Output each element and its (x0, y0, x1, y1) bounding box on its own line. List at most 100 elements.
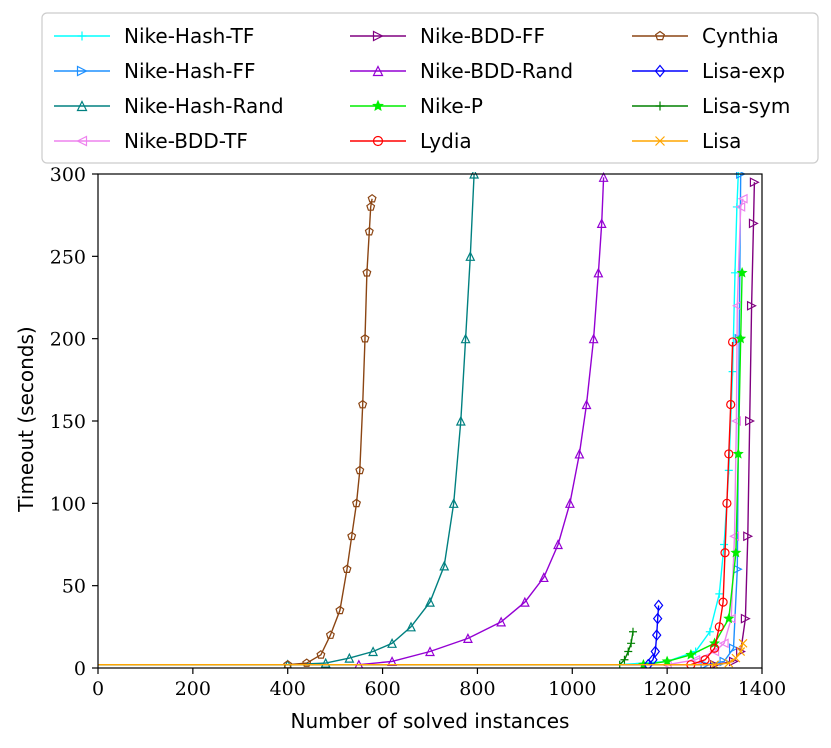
data-point-nike-hash-rand (465, 250, 476, 261)
y-axis-label: Timeout (seconds) (14, 326, 38, 512)
data-point-cynthia (325, 630, 335, 639)
data-point-nike-hash-rand (460, 333, 471, 344)
data-point-nike-hash-tf (730, 268, 739, 277)
data-point-lydia (718, 597, 728, 607)
data-point-nike-bdd-rand (387, 656, 398, 667)
data-point-nike-bdd-rand (581, 399, 592, 410)
data-point-nike-bdd-rand (598, 172, 609, 182)
data-point-lisa-exp (651, 629, 662, 642)
x-axis-label: Number of solved instances (291, 709, 570, 733)
axes-layer: 0 200 400 600 800 1000 1200 1400 0 50 100 150 200 250… (50, 164, 786, 700)
series-nike-bdd-rand (98, 172, 609, 668)
x-tick-label: 200 (175, 678, 211, 700)
data-point-cynthia (360, 333, 370, 343)
data-point-nike-bdd-rand (593, 267, 604, 278)
legend-marker-nike-hash-tf (77, 31, 87, 41)
data-point-cynthia (347, 531, 357, 541)
data-point-lisa (710, 660, 719, 668)
y-tick-label: 250 (50, 246, 86, 268)
data-point-nike-p (730, 546, 742, 558)
series-line-nike-hash-rand (98, 173, 475, 666)
data-point-nike-hash-rand (344, 652, 355, 663)
legend-entry-nike-p: Nike-P (350, 94, 483, 118)
data-point-nike-bdd-ff (749, 177, 760, 188)
data-point-nike-hash-rand (448, 497, 459, 508)
data-point-cynthia (335, 605, 345, 615)
series-nike-p (98, 267, 748, 668)
data-point-nike-bdd-tf (709, 646, 720, 657)
data-point-nike-bdd-tf (735, 201, 746, 212)
y-tick-label: 50 (62, 576, 86, 598)
data-point-lisa-exp (653, 599, 664, 612)
legend-entry-lisa-sym: Lisa-sym (632, 94, 790, 118)
data-point-nike-bdd-rand (553, 539, 564, 550)
series-lisa (98, 638, 748, 668)
x-tick-label: 600 (364, 678, 400, 700)
data-point-lisa (731, 653, 741, 663)
data-point-nike-bdd-rand (596, 218, 607, 228)
data-point-nike-bdd-rand (425, 646, 435, 657)
series-lydia (98, 337, 738, 668)
legend-entry-cynthia: Cynthia (632, 24, 779, 48)
data-point-cynthia (367, 193, 377, 203)
legend-label-nike-hash-ff: Nike-Hash-FF (124, 59, 256, 83)
data-point-cynthia (316, 650, 326, 659)
data-point-lydia (720, 548, 730, 558)
data-point-lisa (736, 647, 746, 656)
legend-label-lydia: Lydia (420, 129, 472, 153)
data-point-nike-hash-tf (705, 627, 714, 636)
data-point-cynthia (364, 226, 374, 236)
series-layer (98, 172, 760, 668)
data-point-lisa-sym (624, 647, 633, 656)
data-point-nike-bdd-rand (519, 596, 530, 607)
x-tick-label: 800 (459, 678, 495, 700)
data-point-lydia (714, 622, 724, 632)
data-point-nike-bdd-rand (574, 448, 585, 459)
legend-box (41, 12, 819, 164)
series-line-nike-bdd-rand (98, 177, 605, 666)
data-point-lydia (727, 337, 738, 347)
y-tick-label: 200 (50, 329, 86, 351)
series-line-nike-p (98, 272, 743, 666)
data-point-lydia (722, 498, 732, 508)
legend-label-cynthia: Cynthia (702, 24, 779, 48)
data-point-nike-bdd-rand (462, 633, 473, 643)
legend-marker-nike-bdd-ff (372, 30, 384, 42)
data-point-nike-bdd-tf (737, 193, 748, 204)
data-point-lisa-exp (652, 612, 663, 625)
data-point-lisa-sym (628, 627, 637, 636)
data-point-lisa (724, 658, 734, 668)
data-point-cynthia (352, 498, 362, 508)
legend-label-nike-bdd-rand: Nike-BDD-Rand (420, 59, 573, 83)
data-point-lisa (738, 638, 748, 648)
legend-marker-lisa (655, 136, 665, 146)
legend-label-nike-bdd-ff: Nike-BDD-FF (420, 24, 545, 48)
legend-marker-cynthia (654, 30, 666, 41)
legend-marker-nike-hash-rand (76, 100, 88, 112)
data-point-nike-bdd-rand (588, 333, 599, 344)
series-line-cynthia (98, 198, 373, 666)
data-point-nike-bdd-ff (748, 218, 759, 229)
data-point-cynthia (342, 564, 352, 574)
legend-entry-lisa: Lisa (632, 129, 741, 153)
plot-background (98, 174, 762, 668)
x-tick-label: 0 (92, 678, 104, 700)
legend-marker-lisa-sym (655, 101, 665, 111)
data-point-nike-hash-rand (455, 415, 466, 426)
data-point-nike-bdd-tf (729, 531, 740, 542)
data-point-cynthia (355, 465, 365, 475)
data-point-lisa-sym (620, 655, 629, 664)
data-point-nike-bdd-ff (740, 613, 751, 624)
data-point-nike-hash-rand (368, 646, 379, 657)
y-tick-label: 300 (50, 164, 86, 186)
data-point-lydia (726, 399, 736, 410)
data-point-nike-bdd-rand (538, 572, 549, 583)
data-point-nike-hash-ff (728, 643, 739, 654)
data-point-nike-p (735, 332, 747, 344)
data-point-nike-hash-tf (728, 367, 737, 376)
data-point-nike-p (736, 267, 748, 278)
data-point-lydia (724, 449, 734, 459)
legend-label-nike-bdd-tf: Nike-BDD-TF (124, 129, 248, 153)
data-point-nike-bdd-tf (731, 416, 741, 426)
